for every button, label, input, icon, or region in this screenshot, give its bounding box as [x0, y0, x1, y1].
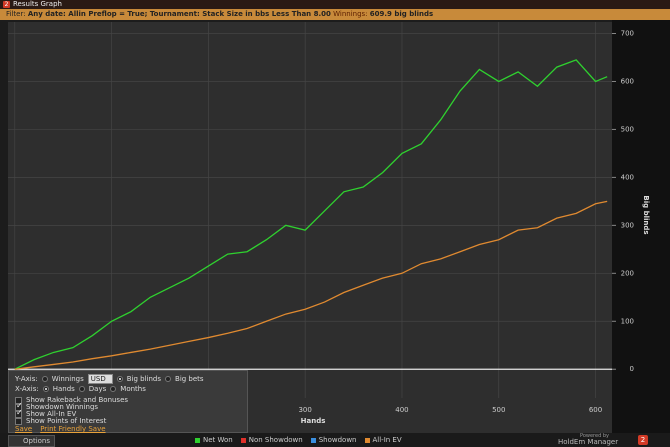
x-axis-option-label: X-Axis:: [15, 385, 39, 393]
series-line: [14, 200, 608, 370]
legend: Net Won Non Showdown Showdown All-In EV: [195, 433, 402, 447]
radio-label[interactable]: Months: [120, 385, 146, 393]
filter-bar: Filter: Any date: Allin Preflop = True; …: [0, 9, 670, 20]
y-tick-label: 300: [621, 221, 634, 229]
legend-swatch: [195, 437, 200, 443]
radio[interactable]: [110, 386, 117, 392]
y-tick-label: 500: [621, 125, 634, 133]
footer: Options Net Won Non Showdown Showdown All-I…: [0, 433, 670, 447]
legend-swatch: [310, 437, 316, 443]
y-tick-label: 600: [621, 77, 634, 85]
legend-label: Non Showdown: [248, 436, 303, 444]
options-button[interactable]: Options: [8, 435, 56, 447]
radio-label[interactable]: Hands: [52, 385, 75, 393]
x-tick-label: 600: [589, 406, 602, 414]
radio-label[interactable]: Big blinds: [126, 375, 162, 383]
title-bar: 2 Results Graph: [0, 0, 670, 9]
x-axis-label: Hands: [301, 417, 326, 425]
checkbox-label[interactable]: Showdown Winnings: [26, 403, 99, 411]
series-line: [14, 59, 608, 370]
radio[interactable]: [78, 386, 85, 392]
checkbox-label[interactable]: Show Rakeback and Bonuses: [26, 396, 129, 404]
axis-strip: [612, 20, 670, 433]
y-axis-label: Big blinds: [642, 195, 650, 234]
y-tick-label: 400: [621, 173, 634, 181]
winnings-value: 609.9 big blinds: [369, 10, 434, 18]
legend-item[interactable]: Showdown: [310, 433, 357, 447]
legend-item[interactable]: Net Won: [195, 433, 233, 447]
window-title: Results Graph: [13, 0, 62, 8]
radio[interactable]: [41, 376, 48, 382]
app-icon: 2: [3, 1, 10, 8]
radio-label[interactable]: Winnings: [51, 375, 84, 383]
x-tick-label: 400: [395, 406, 408, 414]
checkbox-label[interactable]: Show Points of Interest: [26, 417, 107, 425]
product-name: HoldEm Manager: [558, 438, 619, 446]
legend-item[interactable]: Non Showdown: [240, 433, 303, 447]
legend-item[interactable]: All-In EV: [364, 433, 402, 447]
powered-by: Powered by: [580, 433, 609, 439]
legend-swatch: [364, 437, 370, 443]
chart: 6005004003002001000700600500400300200100…: [8, 20, 670, 433]
y-tick-label: 0: [630, 365, 634, 373]
checkbox[interactable]: [15, 408, 23, 418]
x-tick-label: 500: [492, 406, 505, 414]
currency-dropdown[interactable]: USD: [87, 374, 113, 384]
radio[interactable]: [116, 376, 123, 382]
radio-label[interactable]: Big bets: [175, 375, 204, 383]
winnings-label: Winnings:: [333, 10, 368, 18]
options-panel: Y-Axis: Winnings USD Big blinds Big bets…: [8, 370, 248, 433]
y-tick-label: 100: [621, 317, 634, 325]
checkbox-label[interactable]: Show All-In EV: [26, 410, 77, 418]
radio-label[interactable]: Days: [88, 385, 107, 393]
y-tick-label: 200: [621, 269, 634, 277]
filter-label: Filter:: [6, 10, 26, 18]
plot-background: [8, 22, 612, 433]
checkbox[interactable]: [15, 417, 22, 425]
x-tick-label: 300: [298, 406, 311, 414]
y-axis-option-label: Y-Axis:: [15, 375, 38, 383]
version-badge: 2: [638, 435, 648, 445]
y-tick-label: 700: [621, 30, 634, 38]
radio[interactable]: [42, 386, 49, 392]
save-link[interactable]: Save: [15, 425, 33, 433]
radio[interactable]: [165, 376, 172, 382]
print-link[interactable]: Print Friendly Save: [40, 425, 106, 433]
legend-label: Net Won: [203, 436, 233, 444]
filter-text: Any date: Allin Preflop = True; Tourname…: [27, 10, 331, 18]
legend-label: All-In EV: [372, 436, 402, 444]
legend-label: Showdown: [318, 436, 357, 444]
legend-swatch: [240, 437, 246, 443]
